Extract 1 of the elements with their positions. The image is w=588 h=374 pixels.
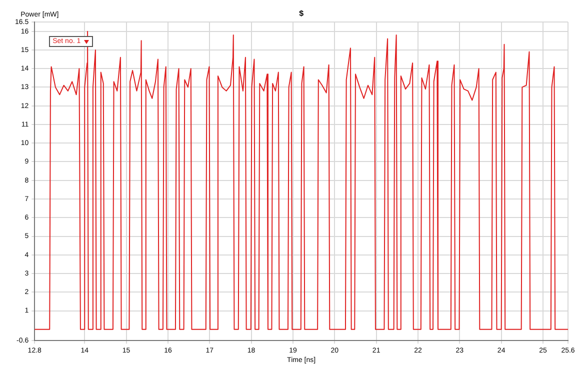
chart-title: $ xyxy=(299,9,304,18)
